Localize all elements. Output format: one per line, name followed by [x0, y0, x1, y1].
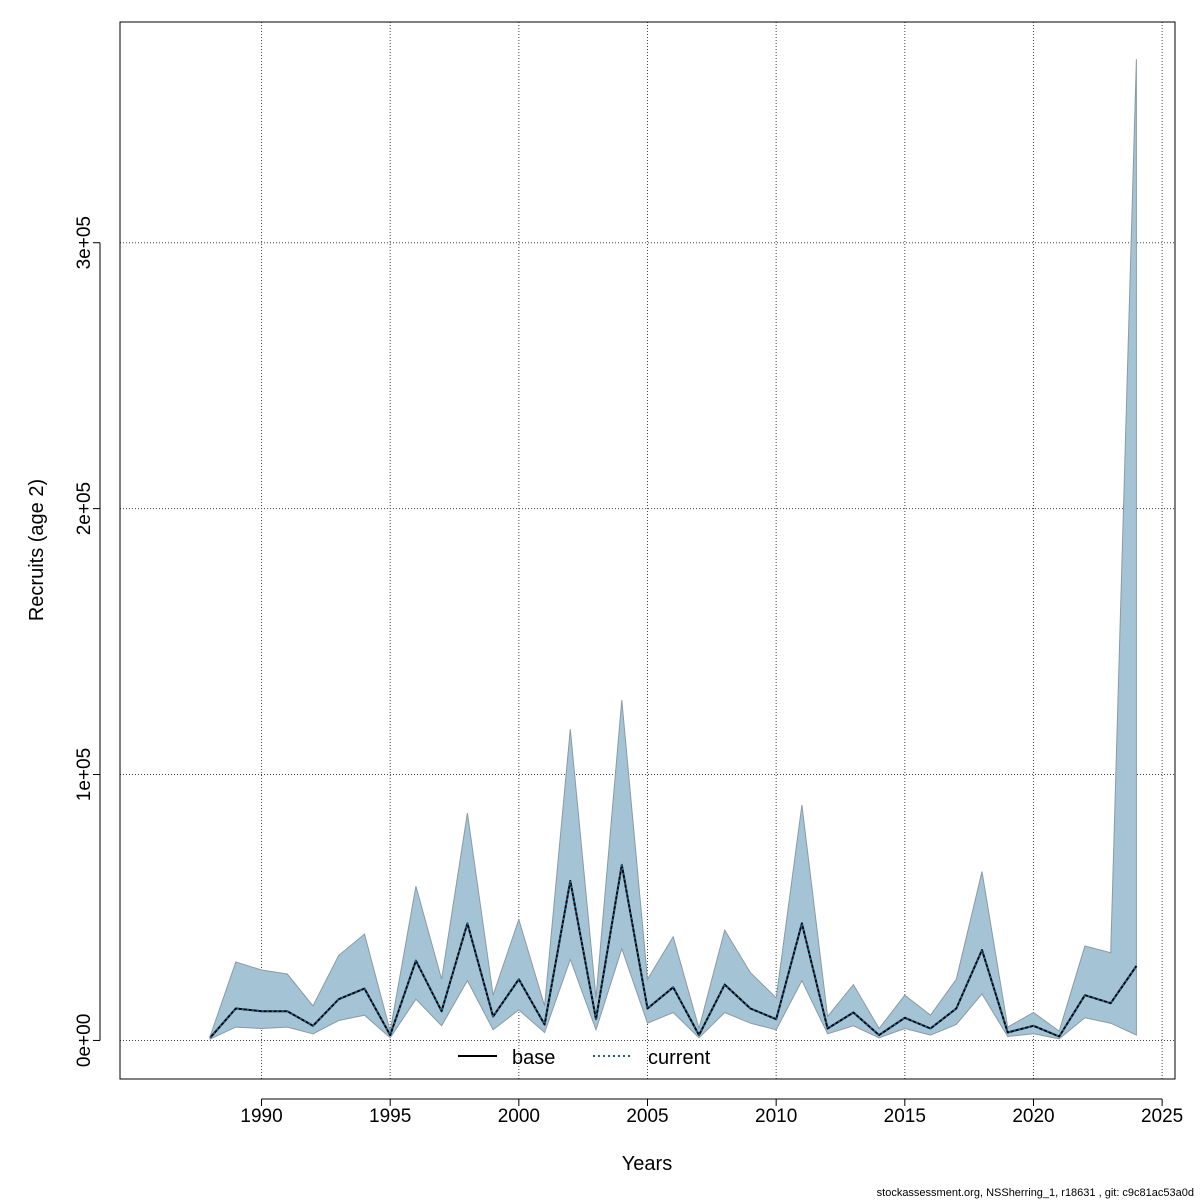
x-tick-label-2000: 2000 — [498, 1106, 540, 1127]
x-tick-label-2020: 2020 — [1012, 1106, 1054, 1127]
y-tick-label-0e+00: 0e+00 — [74, 1014, 95, 1067]
y-axis: 0e+00 1e+05 2e+05 3e+05 — [74, 216, 101, 1067]
confidence-band-area — [209, 59, 1137, 1040]
y-tick-label-1e+05: 1e+05 — [74, 748, 95, 801]
x-tick-label-2005: 2005 — [626, 1106, 668, 1127]
y-tick-label-2e+05: 2e+05 — [74, 482, 95, 535]
plot-frame — [119, 21, 1176, 1080]
x-tick-label-1990: 1990 — [240, 1106, 282, 1127]
legend-current-label: current — [648, 1047, 711, 1069]
confidence-band — [209, 59, 1137, 1040]
x-tick-label-2025: 2025 — [1141, 1106, 1183, 1127]
legend-base-label: base — [512, 1047, 555, 1069]
series-lines — [209, 863, 1138, 1039]
grid — [120, 22, 1175, 1079]
footer-credit: stockassessment.org, NSSherring_1, r1863… — [877, 1187, 1194, 1199]
x-axis: 1990 1995 2000 2005 2010 2015 2020 2025 — [240, 1098, 1183, 1127]
series-line-current — [209, 863, 1138, 1039]
y-tick-label-3e+05: 3e+05 — [74, 216, 95, 269]
x-tick-label-2010: 2010 — [755, 1106, 797, 1127]
x-axis-title: Years — [622, 1153, 672, 1175]
x-tick-label-2015: 2015 — [884, 1106, 926, 1127]
x-tick-label-1995: 1995 — [369, 1106, 411, 1127]
y-axis-title: Recruits (age 2) — [26, 479, 48, 621]
legend: base current — [458, 1047, 711, 1069]
